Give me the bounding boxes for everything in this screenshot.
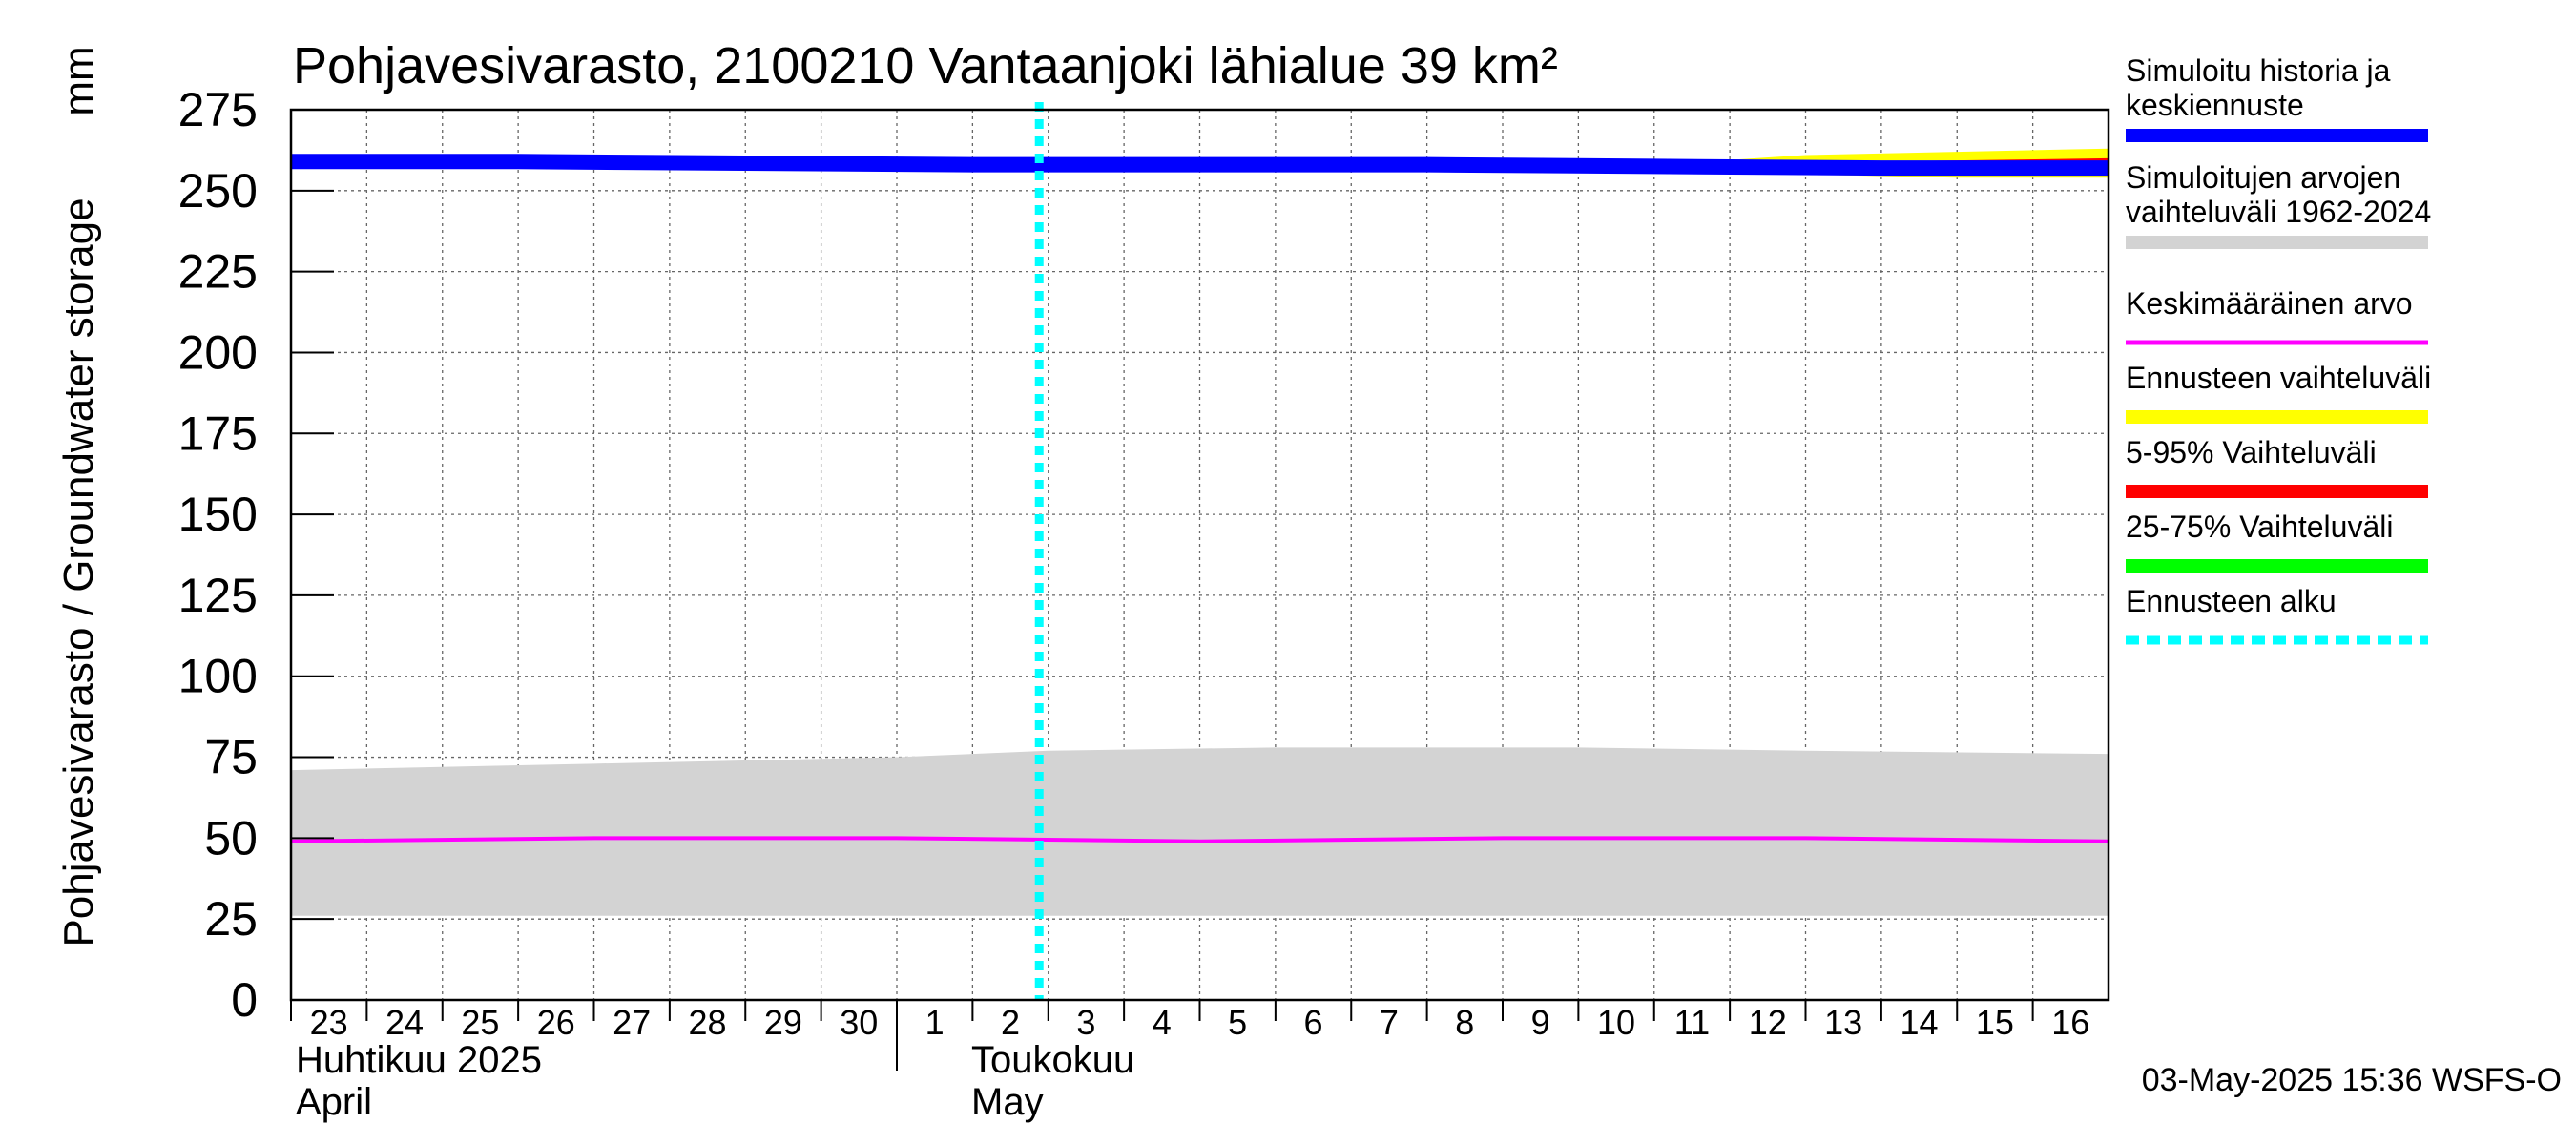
x-tick-label: 12 bbox=[1749, 1003, 1787, 1042]
legend-label: Keskimääräinen arvo bbox=[2126, 286, 2413, 321]
series-lines bbox=[290, 102, 2109, 1000]
mean-value-line bbox=[290, 836, 2109, 843]
y-tick-label: 200 bbox=[178, 325, 258, 379]
x-tick-label: 5 bbox=[1228, 1003, 1247, 1042]
legend-label-line: Simuloitujen arvojen bbox=[2126, 160, 2400, 195]
y-tick-label: 0 bbox=[231, 973, 258, 1027]
legend-label-line: vaihteluväli 1962-2024 bbox=[2126, 195, 2431, 229]
x-tick-label: 25 bbox=[461, 1003, 499, 1042]
y-tick-label: 100 bbox=[178, 650, 258, 703]
x-tick-label: 27 bbox=[613, 1003, 651, 1042]
y-tick-label: 225 bbox=[178, 245, 258, 299]
x-tick-label: 9 bbox=[1531, 1003, 1550, 1042]
x-tick-label: 10 bbox=[1597, 1003, 1635, 1042]
x-tick-label: 24 bbox=[385, 1003, 424, 1042]
x-tick-label: 7 bbox=[1380, 1003, 1399, 1042]
x-tick-label: 2 bbox=[1001, 1003, 1020, 1042]
month-label-en: May bbox=[971, 1081, 1044, 1123]
legend: Simuloitu historia ja keskiennusteSimuloi… bbox=[2126, 53, 2431, 645]
x-tick-label: 8 bbox=[1455, 1003, 1474, 1042]
y-tick-label: 75 bbox=[204, 731, 258, 784]
y-axis-label: Pohjavesivarasto / Groundwater storage bbox=[55, 198, 102, 947]
x-tick-label: 23 bbox=[310, 1003, 348, 1042]
month-label-en: April bbox=[296, 1081, 372, 1123]
x-tick-label: 26 bbox=[537, 1003, 575, 1042]
legend-label: Ennusteen vaihteluväli bbox=[2126, 361, 2431, 395]
historical-range-band bbox=[291, 747, 2109, 916]
x-tick-label: 11 bbox=[1674, 1003, 1710, 1042]
y-tick-label: 175 bbox=[178, 406, 258, 460]
x-tick-label: 3 bbox=[1076, 1003, 1095, 1042]
legend-label: Simuloitujen arvojen vaihteluväli 1962-20… bbox=[2126, 160, 2431, 229]
y-tick-label: 150 bbox=[178, 488, 258, 541]
y-tick-label: 250 bbox=[178, 164, 258, 218]
chart-title: Pohjavesivarasto, 2100210 Vantaanjoki lä… bbox=[293, 37, 1558, 94]
legend-label: 25-75% Vaihteluväli bbox=[2126, 510, 2393, 544]
legend-label: Ennusteen alku bbox=[2126, 584, 2337, 618]
x-tick-label: 15 bbox=[1976, 1003, 2014, 1042]
y-axis-unit: mm bbox=[55, 46, 102, 115]
x-tick-label: 6 bbox=[1304, 1003, 1323, 1042]
x-tick-label: 1 bbox=[925, 1003, 945, 1042]
legend-label-line: keskiennuste bbox=[2126, 88, 2304, 122]
x-axis: 23 24 25 26 27 28 29 30 1 2 3 4 5 6 7 8 9 10 11 12 13 14 15 16H… bbox=[290, 1000, 2089, 1123]
x-tick-label: 13 bbox=[1824, 1003, 1862, 1042]
x-tick-label: 29 bbox=[764, 1003, 802, 1042]
x-tick-label: 30 bbox=[840, 1003, 878, 1042]
x-tick-label: 14 bbox=[1901, 1003, 1939, 1042]
y-tick-label: 25 bbox=[204, 892, 258, 946]
month-label-fi: Huhtikuu 2025 bbox=[296, 1039, 542, 1081]
month-label-fi: Toukokuu bbox=[971, 1039, 1134, 1081]
simulated-history-line bbox=[291, 154, 2109, 177]
x-tick-label: 4 bbox=[1153, 1003, 1172, 1042]
y-tick-label: 275 bbox=[178, 83, 258, 136]
legend-label-line: Simuloitu historia ja bbox=[2126, 53, 2391, 88]
y-tick-label: 50 bbox=[204, 811, 258, 864]
x-tick-label: 28 bbox=[689, 1003, 727, 1042]
y-axis: 0 25 50 75 100 125 150 175 200 225 250 275 bbox=[178, 83, 334, 1027]
legend-label: Simuloitu historia ja keskiennuste bbox=[2126, 53, 2391, 122]
legend-label: 5-95% Vaihteluväli bbox=[2126, 435, 2377, 469]
y-tick-label: 125 bbox=[178, 569, 258, 622]
timestamp-footer: 03-May-2025 15:36 WSFS-O bbox=[2142, 1062, 2562, 1098]
x-tick-label: 16 bbox=[2051, 1003, 2089, 1042]
